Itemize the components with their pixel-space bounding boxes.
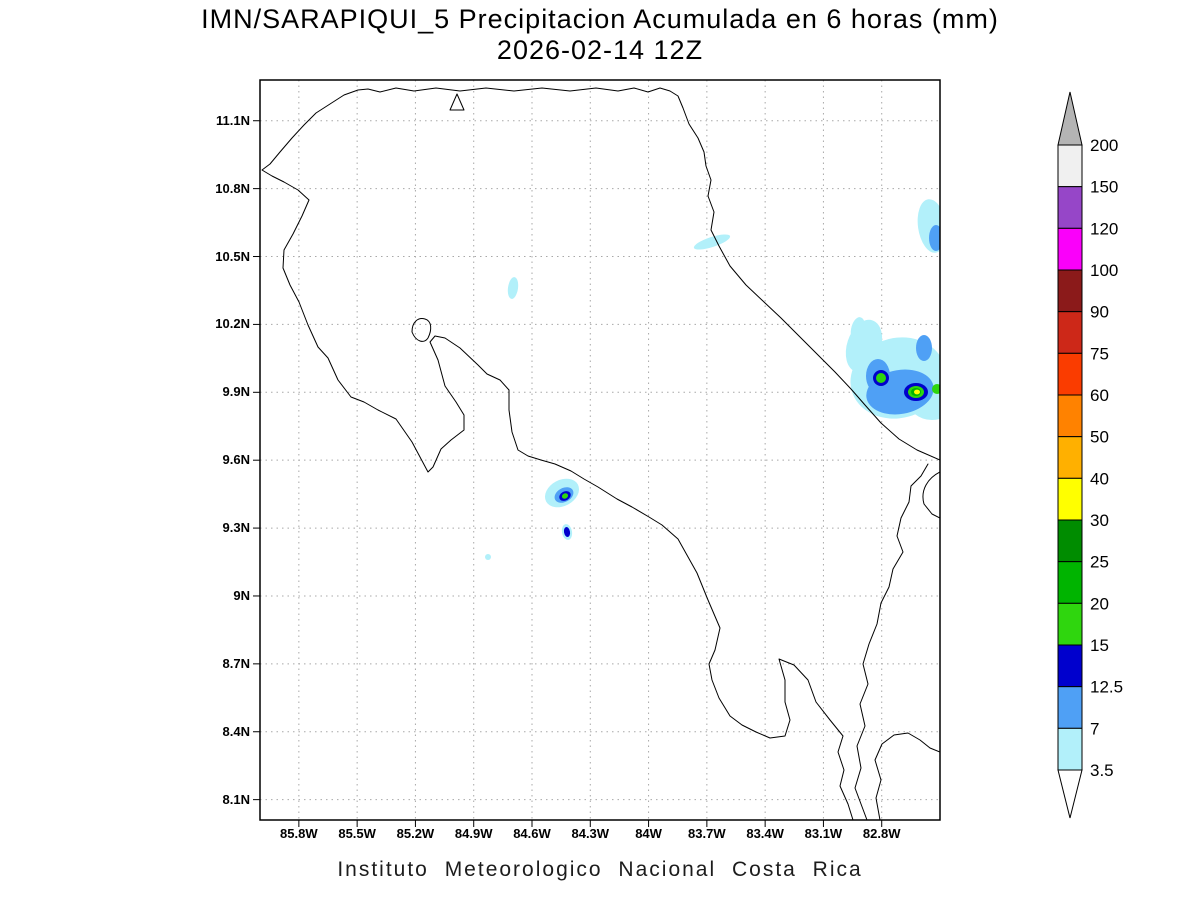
colorbar-segment: [1058, 645, 1082, 687]
precip-cell-tiny-speck: [485, 554, 491, 560]
colorbar-label: 200: [1090, 136, 1118, 155]
precip-cell-central-pacific-cell: [540, 473, 584, 513]
precip-cell-small-blue-dot: [561, 523, 574, 540]
colorbar-label: 15: [1090, 636, 1109, 655]
precip-contour-ge-3.5: [485, 554, 491, 560]
imn-precipitation-map-page: IMN/SARAPIQUI_5 Precipitacion Acumulada …: [0, 0, 1200, 900]
y-tick-label: 10.8N: [186, 181, 250, 197]
colorbar-label: 60: [1090, 386, 1109, 405]
y-tick-label: 9N: [186, 588, 250, 604]
colorbar-segment: [1058, 228, 1082, 270]
precip-cell-nicoya-small-cell: [507, 276, 520, 299]
colorbar-label: 40: [1090, 469, 1109, 488]
map-plot: [250, 70, 950, 830]
colorbar-label: 50: [1090, 428, 1109, 447]
colorbar-label: 30: [1090, 511, 1109, 530]
plot-border: [260, 80, 940, 820]
y-tick-label: 9.6N: [186, 452, 250, 468]
y-tick-label: 9.9N: [186, 384, 250, 400]
colorbar: 200 150 120 100 90 75 60 50 40 30 25 20 15 12.5 7 3.5: [1050, 85, 1160, 835]
precip-contour-ge-7: [929, 225, 943, 251]
colorbar-segment: [1058, 145, 1082, 187]
x-tick-label: 82.8W: [847, 826, 917, 842]
colorbar-label: 90: [1090, 303, 1109, 322]
colorbar-segment: [1058, 270, 1082, 312]
colorbar-segment: [1058, 520, 1082, 562]
colorbar-label: 20: [1090, 594, 1109, 613]
chart-title-line2: 2026-02-14 12Z: [0, 35, 1200, 66]
y-tick-label: 10.5N: [186, 249, 250, 265]
colorbar-segment: [1058, 312, 1082, 354]
y-tick-label: 8.4N: [186, 724, 250, 740]
precip-contour-ge-30: [914, 390, 920, 395]
colorbar-segment: [1058, 437, 1082, 479]
chart-title-line1: IMN/SARAPIQUI_5 Precipitacion Acumulada …: [0, 4, 1200, 35]
coastlines: [262, 88, 940, 820]
colorbar-segment: [1058, 395, 1082, 437]
colorbar-segment: [1058, 728, 1082, 770]
colorbar-segment: [1058, 353, 1082, 395]
costa-rica-coastline: [262, 88, 940, 820]
y-tick-label: 10.2N: [186, 316, 250, 332]
precip-cell-northeast-coast-cell: [914, 197, 949, 254]
y-tick-label: 8.1N: [186, 792, 250, 808]
colorbar-label: 150: [1090, 178, 1118, 197]
lake-island-triangle: [450, 94, 464, 110]
chira-island-outline: [412, 319, 431, 342]
panama-border-line: [855, 464, 928, 820]
colorbar-segment: [1058, 478, 1082, 520]
colorbar-label: 25: [1090, 553, 1109, 572]
colorbar-segment: [1058, 187, 1082, 229]
footer-text: Instituto Meteorologico Nacional Costa R…: [240, 858, 960, 882]
colorbar-above-max-triangle: [1058, 92, 1082, 145]
precip-contour-ge-15: [876, 373, 886, 383]
panama-pacific-coast: [875, 733, 940, 820]
colorbar-label: 75: [1090, 344, 1109, 363]
precip-cell-tortuguero-streak: [692, 231, 731, 252]
colorbar-label: 12.5: [1090, 678, 1123, 697]
colorbar-segment: [1058, 562, 1082, 604]
precip-contour-ge-3.5: [692, 231, 731, 252]
colorbar-label: 3.5: [1090, 761, 1114, 780]
axis-ticks: [253, 121, 882, 827]
precip-contour-ge-7: [916, 335, 932, 361]
precip-cell-caribbean-border-cluster: [839, 315, 950, 429]
colorbar-label: 100: [1090, 261, 1118, 280]
gridlines: [260, 80, 940, 820]
y-tick-label: 8.7N: [186, 656, 250, 672]
colorbar-label: 7: [1090, 719, 1099, 738]
panama-caribbean-bay: [923, 472, 940, 518]
precipitation-shading: [485, 197, 950, 560]
y-tick-label: 11.1N: [186, 113, 250, 129]
precip-contour-ge-3.5: [507, 276, 520, 299]
chart-title: IMN/SARAPIQUI_5 Precipitacion Acumulada …: [0, 4, 1200, 66]
colorbar-below-min-triangle: [1058, 770, 1082, 818]
colorbar-label: 120: [1090, 219, 1118, 238]
colorbar-segment: [1058, 687, 1082, 729]
colorbar-segment: [1058, 603, 1082, 645]
y-tick-label: 9.3N: [186, 520, 250, 536]
